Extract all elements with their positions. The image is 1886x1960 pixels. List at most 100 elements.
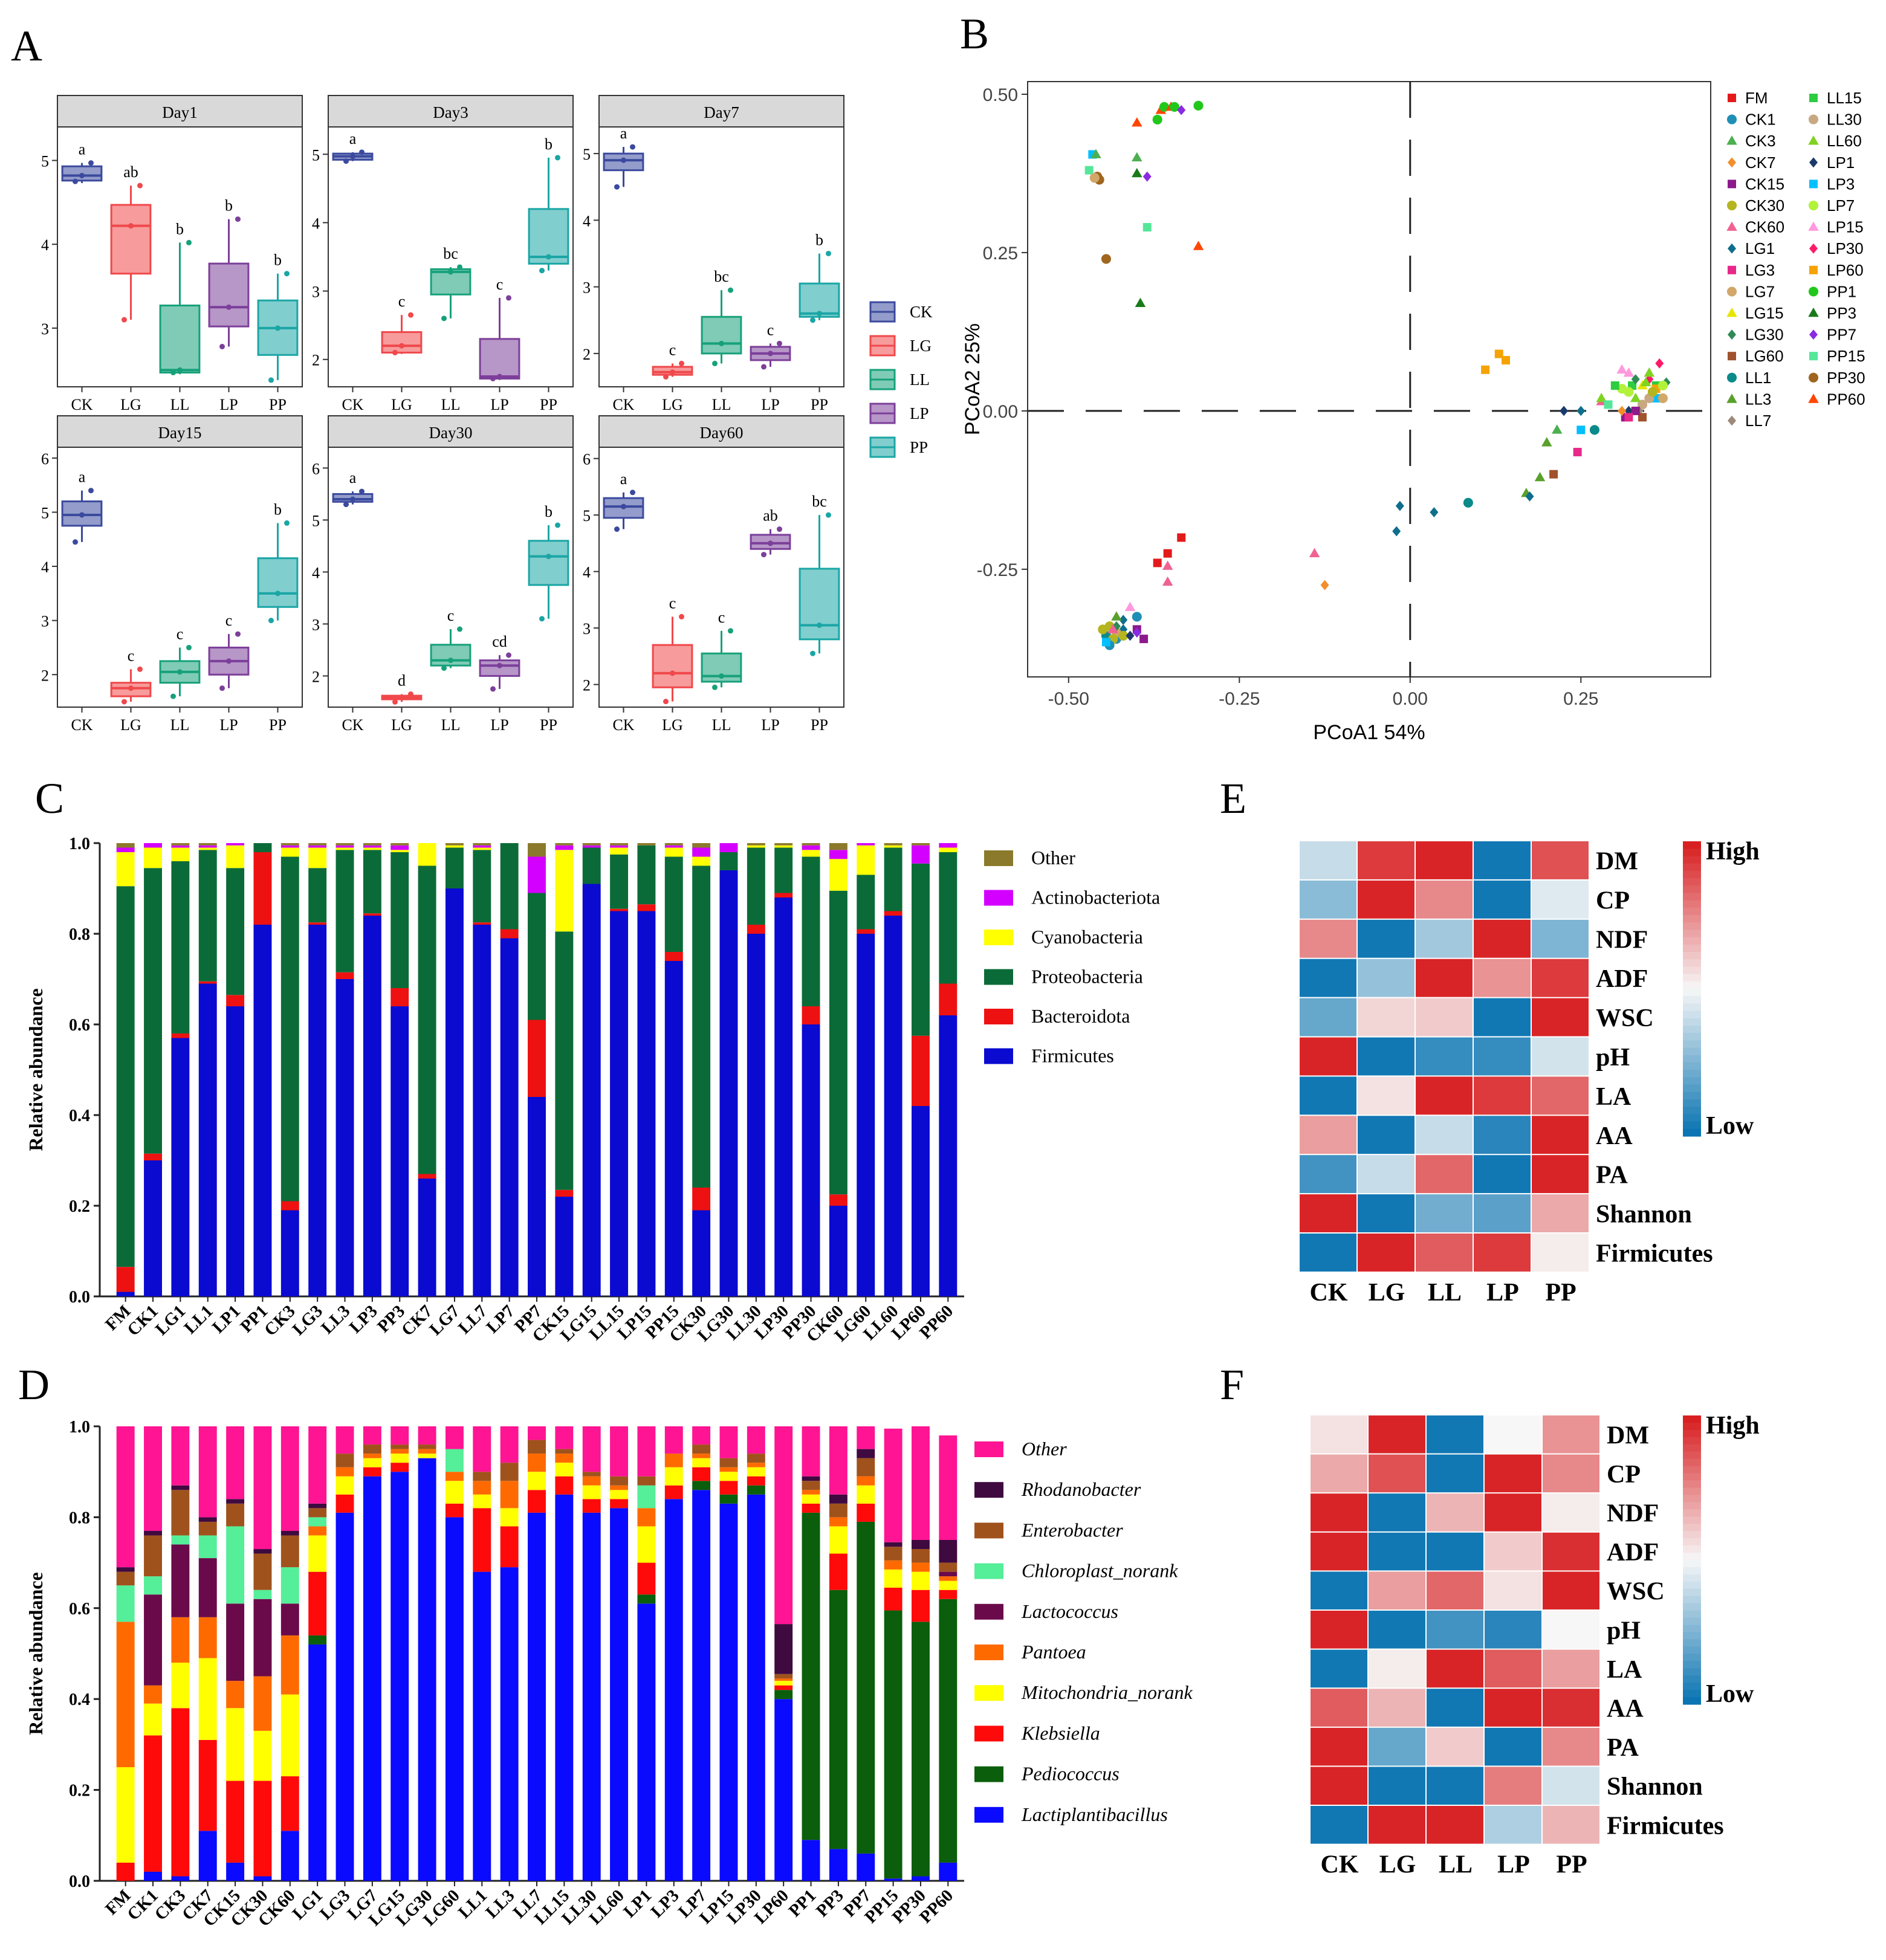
bar-segment [692,1454,711,1458]
y-tick-label: 0.6 [69,1016,90,1035]
x-tick-label: 0.25 [1563,689,1598,709]
point-ck30 [1098,624,1108,635]
box-pp [799,568,840,641]
y-tick-label: 2 [583,346,591,363]
facet-strip [328,95,574,128]
bar-segment [774,845,793,848]
bar-segment [857,1485,875,1504]
legend-key-pp60 [1808,393,1819,403]
colorbar-segment [1683,1451,1701,1460]
bar-segment [912,1622,930,1877]
bar-segment [171,1876,190,1881]
bar-segment [884,1610,902,1879]
bar-segment [226,1526,245,1604]
x-tick-label: LP7 [483,1301,519,1337]
legend-label: LL30 [1827,111,1862,129]
bar-segment [719,1458,738,1467]
bar-segment [363,847,381,850]
point-lg1 [1119,615,1128,626]
bar-segment [555,845,574,850]
bar-segment [555,1463,574,1476]
bar-segment [335,847,354,850]
bar-segment [829,1849,847,1881]
heat-cell [1369,1571,1425,1609]
bar-segment [418,1454,436,1458]
legend-label: Lactococcus [1021,1600,1118,1622]
significance-letter: b [815,231,823,248]
colorbar-segment [1683,1560,1701,1568]
heat-cell [1369,1649,1425,1688]
point-lp1 [1126,630,1135,641]
legend-label: LL1 [1745,369,1771,387]
x-tick-label: -0.50 [1048,689,1089,709]
bar-segment [719,1503,738,1881]
y-tick-label: 0.0 [69,1288,90,1307]
row-label: Firmicutes [1596,1240,1713,1267]
bar-segment [335,972,354,979]
colorbar-segment [1683,937,1701,945]
point-ck30 [1647,387,1658,397]
bar-segment [884,1428,902,1542]
colorbar-segment [1683,1545,1701,1553]
column-label: PP [1556,1851,1587,1879]
x-tick-label: LL7 [455,1301,491,1337]
bar-segment [555,850,574,932]
bar-segment [116,1567,135,1572]
legend-label: CK15 [1745,175,1784,193]
heat-cell [1358,841,1414,879]
heat-cell [1311,1493,1367,1531]
data-point [177,669,183,675]
row-label: Shannon [1596,1201,1692,1229]
legend-key-fm [1728,94,1736,102]
legend-label: Pantoea [1021,1641,1086,1663]
point-pp60 [1132,117,1142,127]
bar-segment [198,1831,217,1881]
bar-segment [226,1603,245,1681]
colorbar-segment [1683,1121,1701,1130]
data-point [490,375,496,381]
legend-key [974,1603,1003,1620]
bar-segment [692,1481,711,1490]
bar-segment [582,847,601,884]
bar-segment [528,1472,546,1490]
point-lp60 [1481,365,1490,374]
bar-segment [390,845,409,850]
legend-label: CK3 [1745,132,1776,150]
heat-cell [1300,919,1356,958]
bar-segment [829,1194,847,1206]
colorbar-segment [1683,1661,1701,1669]
bar-segment [473,1426,491,1472]
bar-segment [747,934,765,1296]
column-label: LP [1497,1851,1530,1879]
bar-segment [198,1617,217,1658]
bar-segment [719,852,738,870]
heat-cell [1416,1037,1473,1076]
legend-key [984,890,1013,906]
bar-segment [144,1426,162,1531]
heat-cell [1543,1806,1599,1844]
point-ck7 [1320,580,1329,590]
bar-segment [390,852,409,988]
data-point [399,695,404,701]
point-pp7 [1132,627,1141,638]
heat-cell [1416,1155,1473,1194]
legend-key-ck60 [1726,221,1737,231]
heat-cell [1416,880,1473,919]
data-point [728,287,733,293]
bar-segment [774,1674,793,1679]
heat-cell [1416,959,1473,997]
bar-segment [664,847,683,857]
point-ck60 [1162,576,1173,586]
significance-letter: c [669,594,676,612]
bar-segment [829,1426,847,1495]
heat-cell [1311,1727,1367,1766]
point-ck3 [1090,149,1101,158]
point-lp3 [1577,425,1586,435]
data-point [268,618,274,624]
bar-segment [884,1547,902,1561]
x-tick-label: PP [811,396,828,413]
heat-cell [1311,1767,1367,1805]
legend-key-ck30 [1726,200,1737,211]
bar-segment [747,1463,765,1467]
point-lp15 [1616,364,1627,374]
